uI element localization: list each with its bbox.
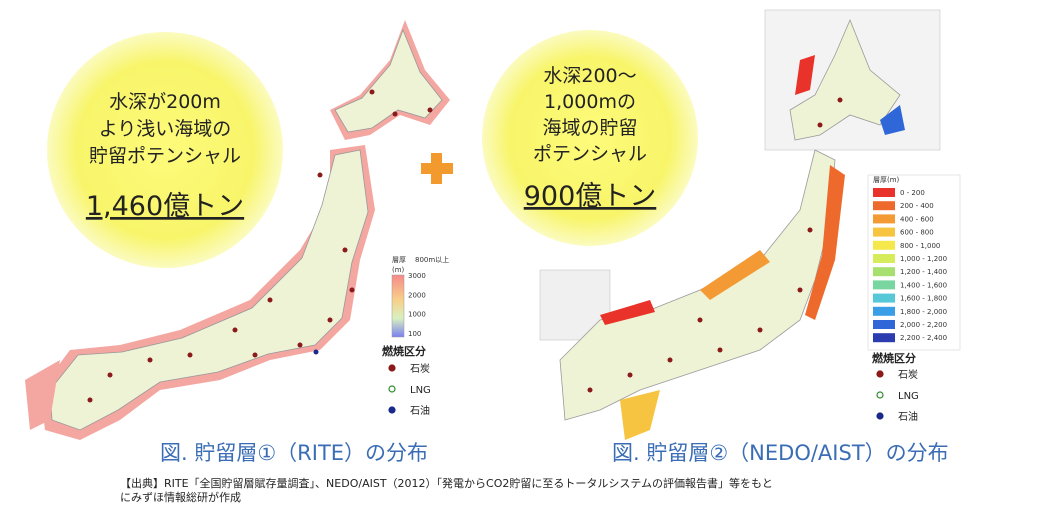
range-label: 200 - 400: [900, 202, 934, 210]
range-label: 800 - 1,000: [900, 242, 940, 250]
scale-label: 1000: [408, 311, 426, 319]
bubble-line: 1,000mの: [544, 91, 636, 113]
right-map: [539, 9, 941, 440]
right-bubble: [482, 30, 698, 246]
legend-title: 層厚: [392, 256, 406, 264]
legend-title: 層厚(m): [873, 176, 900, 184]
legend-unit: (m): [392, 266, 405, 274]
left-amount: 1,460億トン: [86, 191, 244, 222]
range-swatch: [873, 214, 895, 224]
fuel-title: 燃焼区分: [871, 351, 916, 365]
fuel-label: 石炭: [410, 363, 430, 375]
right-legend: 層厚(m) 0 - 200 200 - 400 400 - 600 600 - 800…: [867, 174, 961, 423]
range-label: 600 - 800: [900, 229, 934, 237]
right-caption: 図. 貯留層②（NEDO/AIST）の分布: [612, 441, 949, 465]
left-map: [25, 20, 450, 440]
scale-label: 2000: [408, 291, 426, 299]
source-line: 【出典】RITE「全国貯留層賦存量調査」、NEDO/AIST（2012）「発電か…: [120, 476, 773, 490]
fuel-marker: [388, 406, 396, 414]
left-bubble: [47, 32, 283, 268]
range-swatch: [873, 201, 895, 211]
legend-subtitle: 800m以上: [415, 255, 449, 264]
plus-sign: [421, 153, 453, 184]
bubble-line: より浅い海域の: [99, 118, 232, 140]
range-swatch: [873, 227, 895, 237]
bubble-line: 水深が200m: [109, 91, 221, 113]
fuel-marker: [876, 391, 884, 399]
scale-label: 3000: [408, 272, 426, 280]
fuel-marker: [388, 364, 396, 372]
range-label: 400 - 600: [900, 215, 934, 223]
fuel-label: LNG: [410, 385, 431, 396]
bubble-line: 水深200～: [543, 65, 636, 87]
fuel-marker: [876, 412, 884, 420]
bubble-line: 貯留ポテンシャル: [89, 145, 241, 167]
range-label: 0 - 200: [900, 189, 925, 197]
range-label: 1,600 - 1,800: [900, 295, 947, 303]
range-label: 1,800 - 2,000: [900, 308, 947, 316]
source-line: にみずほ情報総研が作成: [120, 490, 241, 504]
fuel-label: 石油: [898, 410, 918, 423]
range-swatch: [873, 320, 895, 329]
range-swatch: [873, 188, 895, 197]
range-label: 1,200 - 1,400: [900, 268, 947, 276]
range-label: 1,400 - 1,600: [900, 281, 947, 289]
fuel-label: 石炭: [898, 369, 918, 381]
range-swatch: [873, 254, 895, 263]
fuel-marker: [876, 370, 884, 378]
range-swatch: [873, 306, 895, 316]
range-swatch: [873, 240, 895, 250]
fuel-marker: [388, 385, 396, 393]
scale-label: 100: [408, 330, 421, 338]
range-label: 2,200 - 2,400: [900, 334, 947, 342]
range-label: 2,000 - 2,200: [900, 321, 947, 329]
right-amount: 900億トン: [524, 181, 657, 212]
range-swatch: [873, 267, 895, 277]
fuel-label: LNG: [898, 391, 919, 402]
range-swatch: [873, 333, 895, 343]
fuel-label: 石油: [410, 404, 430, 417]
range-swatch: [873, 280, 895, 290]
left-legend: 層厚 800m以上 (m) 3000 2000 1000 100 燃焼区分 石炭 LNG…: [381, 255, 449, 417]
range-swatch: [873, 293, 895, 303]
bubble-line: ポテンシャル: [533, 143, 647, 165]
left-caption: 図. 貯留層①（RITE）の分布: [160, 441, 428, 465]
fuel-title: 燃焼区分: [381, 344, 426, 358]
range-label: 1,000 - 1,200: [900, 255, 947, 263]
bubble-line: 海域の貯留: [542, 117, 637, 139]
